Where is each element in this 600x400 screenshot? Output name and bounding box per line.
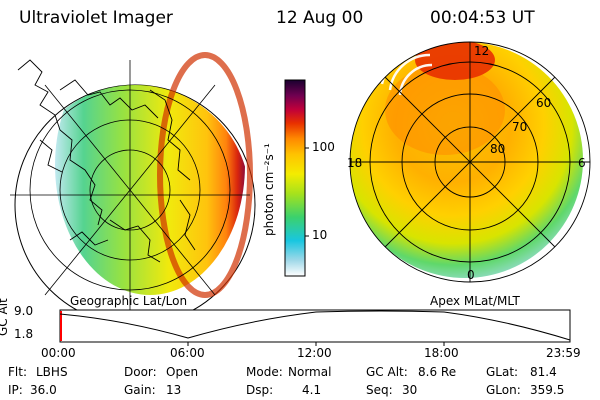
mode-value: Normal (288, 365, 332, 379)
seq-key: Seq: (366, 383, 393, 397)
altitude-x-tick-0000: 00:00 (41, 346, 76, 360)
glat-key: GLat: (486, 365, 519, 379)
apex-panel-label: Apex MLat/MLT (430, 294, 520, 308)
altitude-x-tick-1800: 18:00 (424, 346, 459, 360)
altitude-y-tick-9: 9.0 (14, 304, 34, 318)
altitude-x-tick-2359: 23:59 (546, 346, 581, 360)
gain-key: Gain: (124, 383, 156, 397)
mlat-label-60: 60 (536, 96, 552, 110)
mlat-label-80: 80 (490, 142, 506, 156)
colorbar-tick-100: 100 (312, 140, 335, 154)
door-key: Door: (124, 365, 157, 379)
geographic-panel-label: Geographic Lat/Lon (70, 294, 188, 308)
glon-key: GLon: (486, 383, 521, 397)
time-label: 00:04:53 UT (430, 8, 535, 28)
ip-value: 36.0 (30, 383, 57, 397)
gc-alt-value: 8.6 Re (418, 365, 457, 379)
mlt-label-6: 6 (578, 156, 586, 170)
seq-value: 30 (402, 383, 418, 397)
instrument-title: Ultraviolet Imager (19, 8, 173, 28)
date-label: 12 Aug 00 (276, 8, 364, 28)
glat-value: 81.4 (530, 365, 557, 379)
altitude-axis-label: GC Alt (0, 298, 10, 336)
colorbar (284, 79, 309, 277)
colorbar-unit-label: photon cm⁻²s⁻¹ (262, 143, 276, 236)
door-value: Open (166, 365, 199, 379)
altitude-x-tick-0600: 06:00 (170, 346, 205, 360)
mode-key: Mode: (246, 365, 283, 379)
mlt-label-0: 0 (467, 268, 475, 282)
glon-value: 359.5 (530, 383, 565, 397)
altitude-y-tick-1-8: 1.8 (14, 327, 34, 341)
mlt-label-12: 12 (474, 44, 490, 58)
colorbar-tick-10: 10 (312, 228, 328, 242)
dsp-key: Dsp: (246, 383, 274, 397)
gc-alt-key: GC Alt: (366, 365, 408, 379)
altitude-plot (59, 309, 571, 346)
mlat-label-70: 70 (512, 120, 528, 134)
gain-value: 13 (166, 383, 182, 397)
filter-value: LBHS (36, 365, 68, 379)
ip-key: IP: (8, 383, 23, 397)
mlt-label-18: 18 (347, 156, 363, 170)
dsp-value: 4.1 (302, 383, 322, 397)
dayglow-region (157, 52, 253, 298)
filter-key: Flt: (8, 365, 27, 379)
altitude-x-tick-1200: 12:00 (297, 346, 332, 360)
